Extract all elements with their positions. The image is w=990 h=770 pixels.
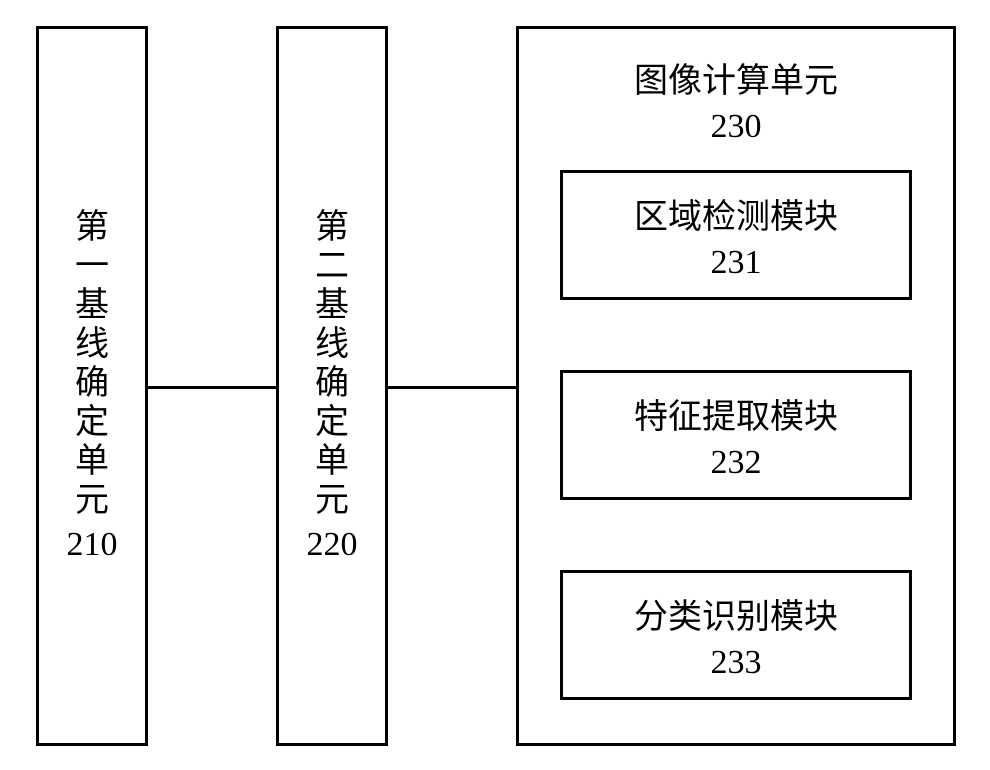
node-region-detection-module: 区域检测模块 231 [560,170,912,300]
connector [148,386,276,389]
node-label: 区域检测模块 [634,189,838,238]
node-label: 分类识别模块 [634,589,838,638]
node-number: 230 [711,108,762,146]
connector [388,386,516,389]
node-first-baseline-unit: 第一基线确定单元 210 [36,26,148,746]
node-label: 特征提取模块 [634,389,838,438]
diagram-canvas: 第一基线确定单元 210 第二基线确定单元 220 图像计算单元 230 区域检… [0,0,990,770]
node-header: 图像计算单元 230 [519,53,953,146]
node-number: 231 [711,244,762,282]
node-number: 232 [711,444,762,482]
node-label: 第一基线确定单元 [75,208,109,521]
node-feature-extraction-module: 特征提取模块 232 [560,370,912,500]
node-label: 第二基线确定单元 [315,208,349,521]
node-number: 210 [67,526,118,564]
node-number: 220 [307,526,358,564]
node-classification-module: 分类识别模块 233 [560,570,912,700]
node-second-baseline-unit: 第二基线确定单元 220 [276,26,388,746]
node-number: 233 [711,644,762,682]
node-label: 图像计算单元 [634,53,838,102]
